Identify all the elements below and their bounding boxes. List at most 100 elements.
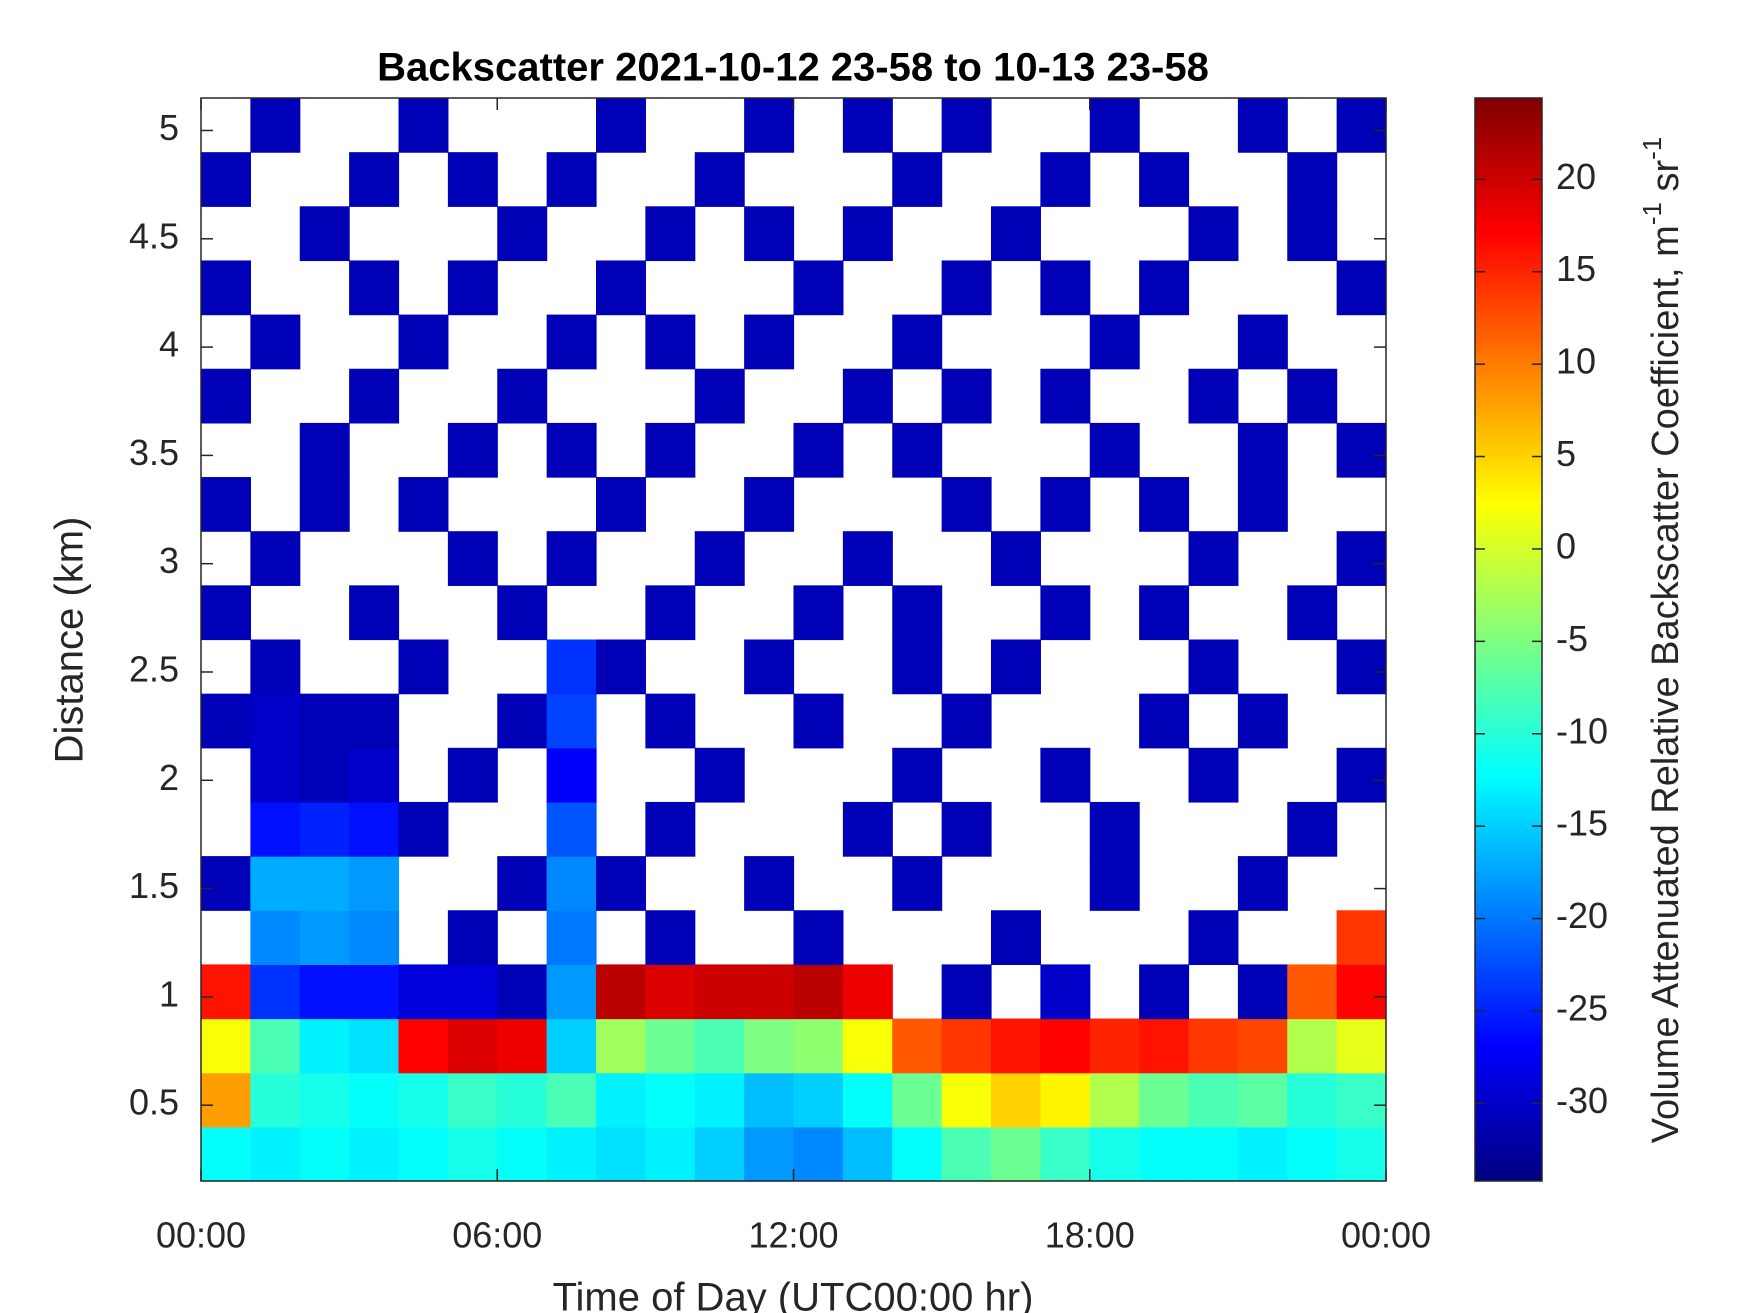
heatmap-cell [793,1126,844,1182]
heatmap-cell [1089,801,1140,857]
heatmap-cell [250,693,301,749]
heatmap-cell [842,98,893,153]
heatmap-cell [497,1126,548,1182]
heatmap-cell [250,314,301,370]
y-tick-label: 3 [159,540,179,581]
heatmap-cell [694,747,745,803]
heatmap-cell [991,1126,1041,1182]
heatmap-cell [645,206,696,262]
heatmap-cell [694,1018,745,1074]
heatmap-cell [546,910,597,965]
heatmap-cell [1237,856,1288,911]
heatmap-cell [250,1072,301,1128]
heatmap-cell [1139,477,1190,532]
heatmap-cell [991,1072,1041,1128]
heatmap-cell [694,531,745,586]
heatmap-cell [1139,1018,1190,1074]
heatmap-cell [1089,1018,1140,1074]
heatmap-cell [892,747,943,803]
heatmap-cell [842,801,893,857]
colorbar-tick-label: -10 [1556,710,1608,751]
heatmap-cell [645,910,696,965]
heatmap-cell [1188,1126,1239,1182]
heatmap-cell [398,314,449,370]
colorbar-tick-label: -30 [1556,1080,1608,1121]
heatmap-cell [596,98,646,153]
heatmap-cell [1040,1018,1091,1074]
heatmap-cell [744,1126,795,1182]
y-tick-label: 5 [159,107,179,148]
heatmap-cell [349,856,400,911]
heatmap-cell [546,964,597,1020]
heatmap-cell [398,801,449,857]
heatmap-cell [744,964,795,1020]
heatmap-cell [1237,314,1288,370]
heatmap-cell [892,152,943,207]
heatmap-cell [941,98,992,153]
heatmap-cell [201,585,251,641]
heatmap [201,98,1387,1182]
heatmap-cell [546,747,597,803]
heatmap-cell [694,1126,745,1182]
heatmap-cell [349,585,400,641]
heatmap-cell [892,1018,943,1074]
heatmap-cell [842,368,893,424]
colorbar-tick-label: 20 [1556,156,1596,197]
heatmap-cell [1287,368,1338,424]
heatmap-cell [201,260,251,316]
heatmap-cell [694,368,745,424]
heatmap-cell [842,531,893,586]
heatmap-cell [349,964,400,1020]
heatmap-cell [299,693,350,749]
heatmap-cell [447,747,498,803]
heatmap-cell [596,1072,646,1128]
heatmap-cell [1040,477,1091,532]
heatmap-cell [941,368,992,424]
heatmap-cell [1188,368,1239,424]
x-tick-label: 00:00 [1341,1215,1431,1256]
heatmap-cell [349,801,400,857]
heatmap-cell [941,1018,992,1074]
heatmap-cell [201,368,251,424]
heatmap-cell [299,964,350,1020]
heatmap-cell [201,1018,251,1074]
heatmap-cell [1040,964,1091,1020]
heatmap-cell [1287,1072,1338,1128]
heatmap-cell [497,964,548,1020]
heatmap-cell [744,856,795,911]
heatmap-cell [596,639,646,695]
heatmap-cell [250,531,301,586]
heatmap-cell [744,314,795,370]
heatmap-cell [250,1126,301,1182]
heatmap-cell [349,260,400,316]
heatmap-cell [1237,693,1288,749]
heatmap-cell [1040,152,1091,207]
heatmap-cell [645,1126,696,1182]
heatmap-cell [201,964,251,1020]
heatmap-cell [349,152,400,207]
heatmap-cell [1040,1072,1091,1128]
heatmap-cell [1336,747,1387,803]
heatmap-cell [1089,314,1140,370]
heatmap-cell [349,368,400,424]
heatmap-cell [1237,422,1288,478]
heatmap-cell [299,1018,350,1074]
heatmap-cell [1139,152,1190,207]
heatmap-cell [250,856,301,911]
heatmap-cell [201,1126,251,1182]
heatmap-cell [793,1072,844,1128]
heatmap-cell [892,639,943,695]
heatmap-cell [299,477,350,532]
heatmap-cell [1336,1072,1387,1128]
heatmap-cell [1188,747,1239,803]
heatmap-cell [694,1072,745,1128]
heatmap-cell [941,1126,992,1182]
heatmap-cell [497,206,548,262]
heatmap-cell [1336,531,1387,586]
heatmap-cell [1336,639,1387,695]
heatmap-cell [1336,98,1387,153]
heatmap-cell [991,910,1041,965]
x-axis-label: Time of Day (UTC00:00 hr) [553,1276,1034,1313]
heatmap-cell [991,206,1041,262]
heatmap-cell [447,1126,498,1182]
